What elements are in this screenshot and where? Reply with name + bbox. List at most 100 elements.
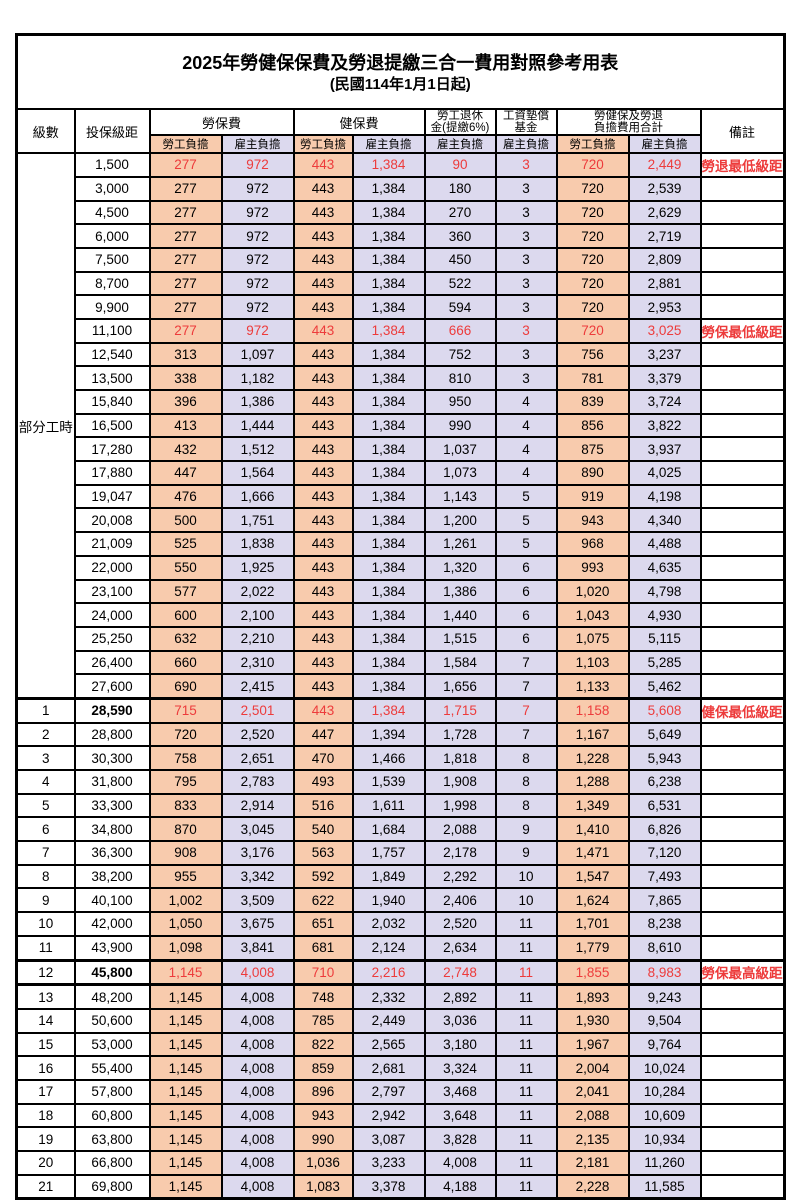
header-total-employer-burden: 雇主負擔 <box>627 134 702 155</box>
fee-cell: 3 <box>494 270 558 297</box>
fee-cell: 2,032 <box>351 911 426 937</box>
fee-cell: 972 <box>220 199 295 226</box>
fee-cell: 8,238 <box>627 911 702 937</box>
fee-cell: 1,666 <box>220 483 295 510</box>
fee-cell: 1,043 <box>555 602 630 628</box>
table-row: 11,100 277 972 443 1,384 666 3 720 3,025 勞保最低級距 <box>17 317 785 344</box>
bracket-cell: 13,500 <box>73 365 151 391</box>
remark-cell <box>699 1055 785 1081</box>
remark-cell <box>699 1173 785 1200</box>
bracket-cell: 4,500 <box>73 199 151 226</box>
fee-cell: 443 <box>292 175 354 202</box>
remark-cell <box>699 436 785 463</box>
fee-cell: 1,512 <box>220 436 295 463</box>
fee-cell: 1,384 <box>351 175 426 202</box>
fee-cell: 4,008 <box>220 1055 295 1081</box>
fee-cell: 972 <box>220 152 295 178</box>
fee-cell: 3,675 <box>220 911 295 937</box>
bracket-cell: 11,100 <box>73 317 151 344</box>
fee-cell: 2,100 <box>220 602 295 628</box>
table-row: 27,600 690 2,415 443 1,384 1,656 7 1,133 5,462 <box>17 673 785 700</box>
fee-cell: 2,449 <box>351 1007 426 1034</box>
header-pension: 勞工退休 金(提繳6%) <box>423 107 497 137</box>
fee-cell: 1,145 <box>148 1173 223 1200</box>
fee-cell: 839 <box>555 389 630 415</box>
fee-cell: 9,504 <box>627 1007 702 1034</box>
fee-cell: 2,520 <box>423 911 497 937</box>
header-pension-employer-burden: 雇主負擔 <box>423 134 497 155</box>
fee-cell: 6,238 <box>627 769 702 795</box>
fee-cell: 1,444 <box>220 412 295 439</box>
fee-cell: 1,684 <box>351 816 426 843</box>
fee-cell: 594 <box>423 294 497 320</box>
remark-cell <box>699 863 785 890</box>
bracket-cell: 33,300 <box>73 792 151 819</box>
fee-cell: 443 <box>292 507 354 534</box>
fee-cell: 550 <box>148 554 223 581</box>
fee-cell: 690 <box>148 673 223 700</box>
fee-cell: 10,024 <box>627 1055 702 1081</box>
fee-cell: 1,384 <box>351 389 426 415</box>
header-remark: 備註 <box>699 107 785 155</box>
fee-cell: 651 <box>292 911 354 937</box>
fee-cell: 6,826 <box>627 816 702 843</box>
table-row: 20 66,800 1,145 4,008 1,036 3,233 4,008 11 2,181… <box>15 1150 785 1176</box>
fee-cell: 4,008 <box>220 1078 295 1105</box>
table-row: 部分工時 1,500 277 972 443 1,384 90 3 720 2,449 勞退最低級距 <box>15 152 785 700</box>
fee-cell: 1,893 <box>555 983 630 1010</box>
fee-cell: 443 <box>292 602 354 628</box>
fee-cell: 540 <box>292 816 354 843</box>
fee-cell: 833 <box>148 792 223 819</box>
table-body: 部分工時 1,500 277 972 443 1,384 90 3 720 2,449 勞退最低級距… <box>15 152 785 1200</box>
fee-cell: 1,855 <box>555 958 630 987</box>
fee-cell: 3 <box>494 246 558 273</box>
remark-cell <box>699 578 785 605</box>
table-row: 21,009 525 1,838 443 1,384 1,261 5 968 4,488 <box>17 531 785 557</box>
fee-cell: 1,384 <box>351 531 426 557</box>
fee-cell: 443 <box>292 199 354 226</box>
fee-cell: 11 <box>494 1150 558 1176</box>
fee-cell: 1,751 <box>220 507 295 534</box>
fee-cell: 8 <box>494 745 558 771</box>
bracket-cell: 45,800 <box>73 958 151 987</box>
fee-cell: 4,008 <box>220 1126 295 1152</box>
bracket-cell: 42,000 <box>73 911 151 937</box>
remark-cell <box>699 816 785 843</box>
fee-cell: 443 <box>292 270 354 297</box>
fee-cell: 1,384 <box>351 578 426 605</box>
fee-cell: 856 <box>555 412 630 439</box>
fee-cell: 443 <box>292 246 354 273</box>
fee-cell: 1,386 <box>423 578 497 605</box>
table-row: 8 38,200 955 3,342 592 1,849 2,292 10 1,547 7,493 <box>15 863 785 890</box>
bracket-cell: 24,000 <box>73 602 151 628</box>
fee-cell: 2,210 <box>220 625 295 652</box>
table-row: 3,000 277 972 443 1,384 180 3 720 2,539 <box>17 175 785 202</box>
table-row: 5 33,300 833 2,914 516 1,611 1,998 8 1,349 6,531 <box>15 792 785 819</box>
header-health-employee-burden: 勞工負擔 <box>292 134 354 155</box>
fee-cell: 8,983 <box>627 958 702 987</box>
level-cell: 12 <box>15 958 76 987</box>
level-cell: 10 <box>15 911 76 937</box>
remark-cell <box>699 507 785 534</box>
fee-cell: 1,384 <box>351 246 426 273</box>
bracket-cell: 1,500 <box>73 152 151 178</box>
fee-cell: 443 <box>292 696 354 724</box>
fee-cell: 968 <box>555 531 630 557</box>
part-time-level-cell: 部分工時 <box>15 152 76 700</box>
fee-cell: 443 <box>292 460 354 486</box>
fee-cell: 2,719 <box>627 223 702 249</box>
fee-cell: 1,097 <box>220 341 295 368</box>
table-row: 17,880 447 1,564 443 1,384 1,073 4 890 4,025 <box>17 460 785 486</box>
fee-cell: 3,509 <box>220 887 295 914</box>
fee-cell: 5,462 <box>627 673 702 700</box>
fee-cell: 810 <box>423 365 497 391</box>
fee-cell: 1,133 <box>555 673 630 700</box>
fee-cell: 5,285 <box>627 649 702 676</box>
fee-cell: 1,394 <box>351 721 426 748</box>
remark-cell <box>699 365 785 391</box>
fee-cell: 476 <box>148 483 223 510</box>
level-cell: 13 <box>15 983 76 1010</box>
fee-cell: 720 <box>555 175 630 202</box>
fee-cell: 1,200 <box>423 507 497 534</box>
table-row: 13,500 338 1,182 443 1,384 810 3 781 3,379 <box>17 365 785 391</box>
